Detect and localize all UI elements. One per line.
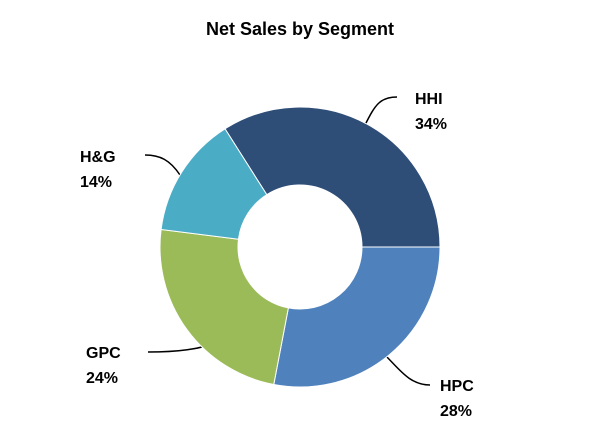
value-label: 14% (80, 174, 112, 191)
leader-line (144, 154, 181, 176)
chart-title: Net Sales by Segment (206, 19, 394, 39)
leader-line (364, 96, 398, 126)
value-label: 34% (415, 116, 447, 133)
donut-segment (273, 246, 441, 388)
segment-label: HPC (440, 378, 474, 395)
donut-segment (159, 228, 289, 386)
leader-line (384, 354, 431, 386)
segment-label: GPC (86, 345, 121, 362)
segment-label: H&G (80, 149, 116, 166)
segment-label: HHI (415, 91, 443, 108)
value-label: 28% (440, 403, 472, 420)
donut-segment (224, 106, 441, 248)
donut-segment (160, 128, 268, 240)
value-label: 24% (86, 370, 118, 387)
